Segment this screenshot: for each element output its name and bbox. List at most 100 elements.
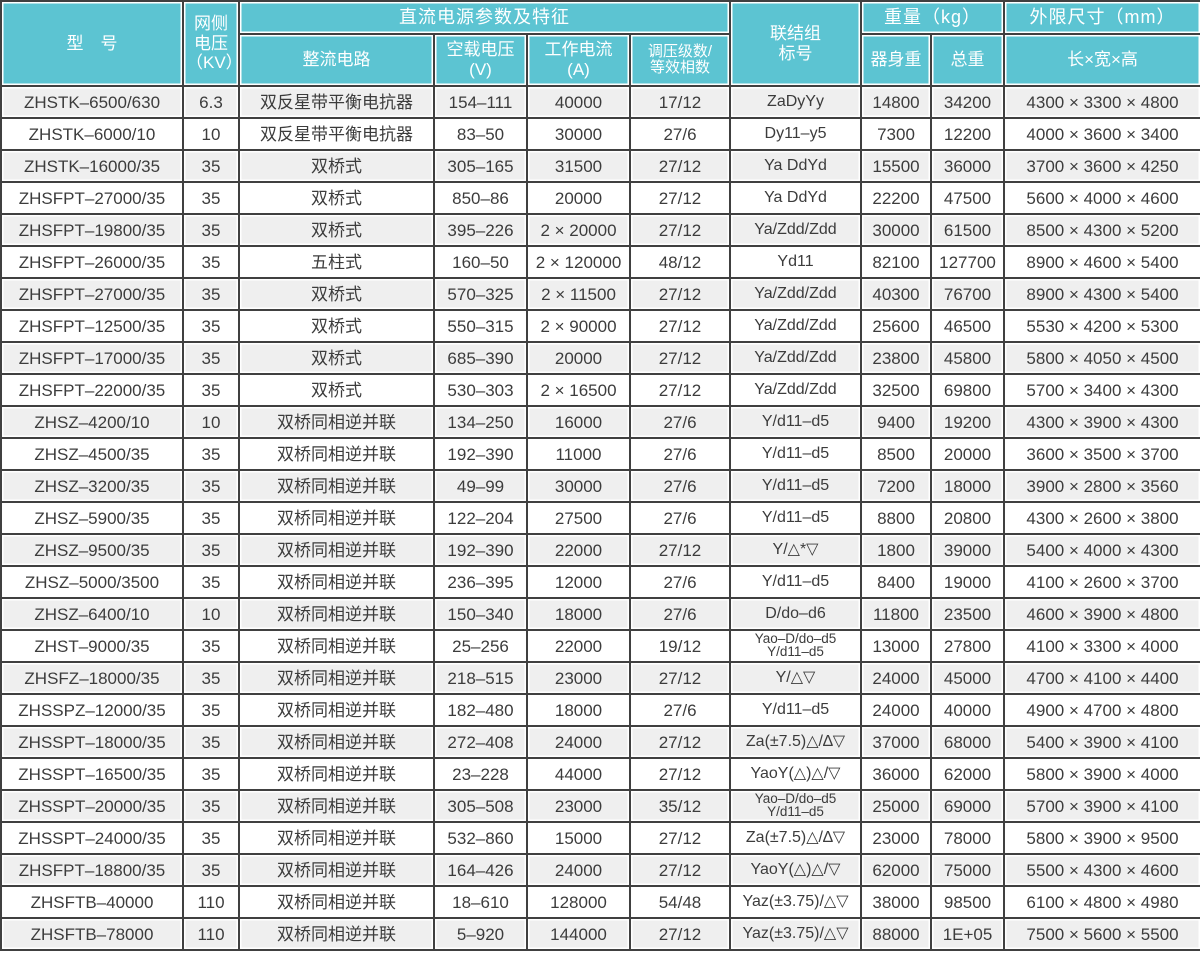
table-row: ZHSSPT–18000/35 35 双桥同相逆并联 272–408 24000 27/1… (0, 725, 1200, 759)
cell-body-weight: 37000 (860, 725, 932, 759)
cell-regulation: 27/12 (629, 917, 731, 951)
cell-dimensions: 5600 × 4000 × 4600 (1003, 181, 1200, 215)
cell-body-weight: 88000 (860, 917, 932, 951)
cell-connection: Yd11 (729, 245, 862, 279)
cell-grid-voltage: 35 (182, 789, 240, 823)
cell-model: ZHSFPT–27000/35 (0, 277, 184, 311)
cell-working-current: 40000 (526, 85, 631, 119)
cell-regulation: 27/6 (629, 117, 731, 151)
cell-body-weight: 7300 (860, 117, 932, 151)
cell-body-weight: 25000 (860, 789, 932, 823)
cell-dimensions: 4300 × 3900 × 4300 (1003, 405, 1200, 439)
cell-rectifier-circuit: 五柱式 (238, 245, 435, 279)
cell-rectifier-circuit: 双桥同相逆并联 (238, 469, 435, 503)
cell-body-weight: 38000 (860, 885, 932, 919)
header-total-weight: 总重 (929, 33, 1006, 87)
cell-dimensions: 3900 × 2800 × 3560 (1003, 469, 1200, 503)
cell-regulation: 27/6 (629, 597, 731, 631)
cell-dimensions: 6100 × 4800 × 4980 (1003, 885, 1200, 919)
cell-regulation: 27/12 (629, 277, 731, 311)
table-row: ZHSSPT–20000/35 35 双桥同相逆并联 305–508 23000 35/1… (0, 789, 1200, 823)
cell-model: ZHSFTB–40000 (0, 885, 184, 919)
table-row: ZHSFTB–40000 110 双桥同相逆并联 18–610 128000 54/48 Y… (0, 885, 1200, 919)
cell-no-load-voltage: 23–228 (433, 757, 528, 791)
cell-grid-voltage: 35 (182, 277, 240, 311)
cell-model: ZHSFTB–78000 (0, 917, 184, 951)
cell-dimensions: 8900 × 4600 × 5400 (1003, 245, 1200, 279)
cell-connection: Ya/Zdd/Zdd (729, 373, 862, 407)
cell-grid-voltage: 35 (182, 821, 240, 855)
table-row: ZHSFZ–18000/35 35 双桥同相逆并联 218–515 23000 27/12… (0, 661, 1200, 695)
cell-working-current: 2 × 20000 (526, 213, 631, 247)
cell-total-weight: 47500 (929, 181, 1006, 215)
cell-model: ZHSZ–4500/35 (0, 437, 184, 471)
cell-no-load-voltage: 154–111 (433, 85, 528, 119)
cell-rectifier-circuit: 双桥式 (238, 181, 435, 215)
cell-total-weight: 127700 (929, 245, 1006, 279)
cell-connection: Ya DdYd (729, 149, 862, 183)
cell-working-current: 24000 (526, 725, 631, 759)
cell-no-load-voltage: 305–508 (433, 789, 528, 823)
cell-model: ZHSTK–6000/10 (0, 117, 184, 151)
cell-dimensions: 8900 × 4300 × 5400 (1003, 277, 1200, 311)
cell-model: ZHSFPT–22000/35 (0, 373, 184, 407)
cell-connection: Y/△▽ (729, 661, 862, 695)
cell-rectifier-circuit: 双桥同相逆并联 (238, 821, 435, 855)
cell-rectifier-circuit: 双桥式 (238, 149, 435, 183)
cell-regulation: 35/12 (629, 789, 731, 823)
cell-working-current: 20000 (526, 181, 631, 215)
cell-body-weight: 8400 (860, 565, 932, 599)
cell-regulation: 27/6 (629, 565, 731, 599)
table-row: ZHSSPT–16500/35 35 双桥同相逆并联 23–228 44000 27/12… (0, 757, 1200, 791)
cell-connection: Y/d11–d5 (729, 405, 862, 439)
cell-working-current: 23000 (526, 661, 631, 695)
cell-grid-voltage: 35 (182, 725, 240, 759)
cell-connection: Y/△*▽ (729, 533, 862, 567)
cell-total-weight: 75000 (929, 853, 1006, 887)
cell-connection: Yaz(±3.75)/△▽ (729, 885, 862, 919)
cell-dimensions: 4100 × 2600 × 3700 (1003, 565, 1200, 599)
cell-connection: Za(±7.5)△/∆▽ (729, 821, 862, 855)
table-row: ZHST–9000/35 35 双桥同相逆并联 25–256 22000 19/12 Yao… (0, 629, 1200, 663)
cell-no-load-voltage: 49–99 (433, 469, 528, 503)
cell-grid-voltage: 35 (182, 501, 240, 535)
cell-no-load-voltage: 83–50 (433, 117, 528, 151)
cell-grid-voltage: 35 (182, 309, 240, 343)
cell-rectifier-circuit: 双桥同相逆并联 (238, 629, 435, 663)
cell-grid-voltage: 6.3 (182, 85, 240, 119)
cell-total-weight: 20000 (929, 437, 1006, 471)
cell-body-weight: 23000 (860, 821, 932, 855)
cell-rectifier-circuit: 双桥式 (238, 341, 435, 375)
cell-dimensions: 4700 × 4100 × 4400 (1003, 661, 1200, 695)
header-rectifier-circuit: 整流电路 (238, 33, 435, 87)
cell-body-weight: 11800 (860, 597, 932, 631)
cell-connection: Y/d11–d5 (729, 469, 862, 503)
cell-dimensions: 5400 × 3900 × 4100 (1003, 725, 1200, 759)
cell-connection: YaoY(△)△/▽ (729, 757, 862, 791)
cell-total-weight: 34200 (929, 85, 1006, 119)
cell-model: ZHSFZ–18000/35 (0, 661, 184, 695)
cell-dimensions: 3600 × 3500 × 3700 (1003, 437, 1200, 471)
cell-connection: Dy11–y5 (729, 117, 862, 151)
header-regulation: 调压级数/ 等效相数 (629, 33, 731, 87)
cell-dimensions: 4000 × 3600 × 3400 (1003, 117, 1200, 151)
cell-grid-voltage: 110 (182, 885, 240, 919)
cell-model: ZHSSPT–16500/35 (0, 757, 184, 791)
table-row: ZHSZ–5000/3500 35 双桥同相逆并联 236–395 12000 27/6 Y… (0, 565, 1200, 599)
cell-working-current: 2 × 11500 (526, 277, 631, 311)
cell-body-weight: 25600 (860, 309, 932, 343)
cell-dimensions: 4900 × 4700 × 4800 (1003, 693, 1200, 727)
cell-grid-voltage: 110 (182, 917, 240, 951)
cell-connection: Yao–D/do–d5 Y/d11–d5 (729, 789, 862, 823)
cell-grid-voltage: 35 (182, 149, 240, 183)
cell-dimensions: 4300 × 3300 × 4800 (1003, 85, 1200, 119)
cell-body-weight: 24000 (860, 693, 932, 727)
cell-rectifier-circuit: 双桥同相逆并联 (238, 661, 435, 695)
cell-working-current: 20000 (526, 341, 631, 375)
cell-model: ZHST–9000/35 (0, 629, 184, 663)
header-working-current: 工作电流 (A) (526, 33, 631, 87)
cell-connection: Yaz(±3.75)/△▽ (729, 917, 862, 951)
table-header: 型 号 网侧 电压 （KV） 直流电源参数及特征 联结组 标号 重量（kg） 外… (0, 0, 1200, 87)
cell-connection: Ya DdYd (729, 181, 862, 215)
cell-grid-voltage: 10 (182, 597, 240, 631)
